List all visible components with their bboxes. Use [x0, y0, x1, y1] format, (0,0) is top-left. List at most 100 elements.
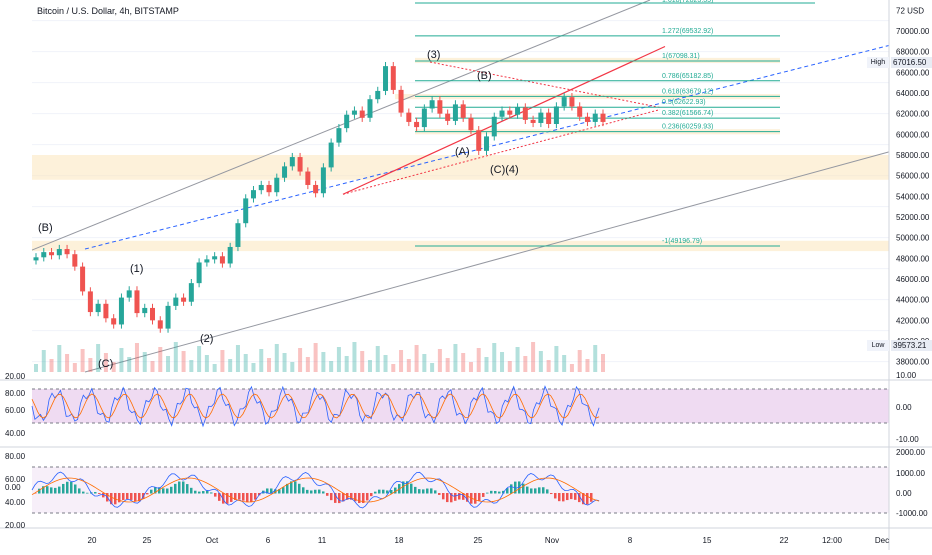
macd-hist [494, 490, 497, 494]
macd-tick: 0.00 [5, 483, 21, 492]
macd-hist [566, 493, 569, 501]
macd-hist [214, 493, 217, 497]
macd-hist [82, 491, 85, 494]
candle [150, 307, 156, 321]
candle [204, 259, 210, 263]
candles [33, 62, 606, 333]
macd-hist [362, 493, 365, 504]
fib-retracement[interactable]: 1.272(69532.92) 1(67098.31) 0.786(65182.85… [415, 0, 815, 247]
candle [212, 256, 218, 260]
price-tick: 38000.00 [896, 358, 930, 367]
macd-hist [546, 489, 549, 494]
candle [483, 136, 489, 151]
candle [33, 257, 39, 261]
volume-bar [391, 364, 396, 372]
macd-hist [542, 487, 545, 494]
wave-label: (B) [477, 70, 492, 82]
macd-hist [98, 493, 101, 494]
macd-right-tick: -1000.00 [896, 509, 928, 518]
macd-hist [386, 490, 389, 494]
time-tick: 6 [266, 536, 271, 545]
macd-hist [46, 486, 49, 494]
candle [266, 184, 272, 193]
macd-hist [502, 490, 505, 494]
price-axes[interactable]: 72 USD70000.0068000.0066000.0064000.0062… [5, 0, 930, 550]
fib-label: 0.236(60259.93) [662, 124, 713, 131]
macd-hist [210, 492, 213, 494]
macd-hist [330, 493, 333, 501]
macd-hist [338, 493, 341, 504]
macd-hist [382, 489, 385, 494]
candle [429, 100, 435, 109]
support-zone [32, 155, 889, 180]
macd-hist [178, 481, 181, 494]
macd-hist [394, 487, 397, 494]
price-tick: 64000.00 [896, 89, 930, 98]
volume-bar [134, 343, 139, 372]
candle [56, 249, 62, 256]
macd-hist [510, 484, 513, 494]
volume-bar [367, 360, 372, 372]
macd-hist [454, 493, 457, 501]
candle [196, 262, 202, 284]
time-tick: 8 [628, 536, 633, 545]
macd-right-tick: 2000.00 [896, 448, 925, 457]
volume-bar [181, 351, 186, 372]
price-tick: 70000.00 [896, 27, 930, 36]
price-tick: 72 USD [896, 6, 924, 15]
volume-bar [267, 358, 272, 372]
macd-hist [162, 488, 165, 494]
volume-bar [375, 346, 380, 372]
candle [274, 177, 280, 193]
time-axis[interactable]: 20 25 Oct 6 11 18 25 Nov 8 15 22 12:00 Dec [88, 536, 890, 545]
volume-bar [515, 347, 520, 372]
volume-bar [235, 345, 240, 372]
time-tick: Dec [875, 536, 889, 545]
time-tick: 25 [474, 536, 483, 545]
macd-hist [390, 489, 393, 494]
macd-hist [58, 486, 61, 494]
macd-hist [194, 490, 197, 494]
volume-bar [103, 353, 108, 372]
rsi-pane[interactable] [0, 379, 932, 448]
candle [142, 307, 148, 314]
macd-tick: 20.00 [5, 521, 26, 530]
macd-hist [530, 488, 533, 494]
high-value: 67016.50 [891, 57, 932, 68]
macd-hist [526, 486, 529, 494]
volume-bar [228, 359, 233, 372]
candle [72, 254, 78, 267]
macd-pane[interactable] [0, 466, 932, 529]
candle [351, 110, 357, 115]
candle [235, 223, 241, 247]
candle [111, 318, 117, 325]
volume-bar [150, 361, 155, 372]
volume-bar [383, 355, 388, 372]
candle [258, 184, 264, 191]
macd-hist [310, 490, 313, 494]
price-tick: 44000.00 [896, 296, 930, 305]
candle [289, 157, 295, 167]
volume-bar [298, 348, 303, 372]
macd-hist [466, 493, 469, 502]
candle [219, 256, 225, 264]
macd-hist [234, 493, 237, 500]
candle [522, 107, 528, 120]
macd-hist [238, 493, 241, 500]
volume-bar [507, 361, 512, 372]
candle [250, 190, 256, 199]
volume-bar [453, 344, 458, 372]
macd-hist [370, 493, 373, 497]
candle [515, 107, 521, 115]
macd-hist [374, 491, 377, 494]
macd-hist [302, 487, 305, 494]
time-tick: 11 [318, 536, 327, 545]
candle [561, 97, 567, 107]
rsi-tick: 80.00 [5, 389, 26, 398]
macd-hist [590, 493, 593, 502]
volume-bar [142, 352, 147, 372]
fib-label: 0.5(62622.93) [662, 99, 706, 106]
macd-hist [186, 484, 189, 494]
